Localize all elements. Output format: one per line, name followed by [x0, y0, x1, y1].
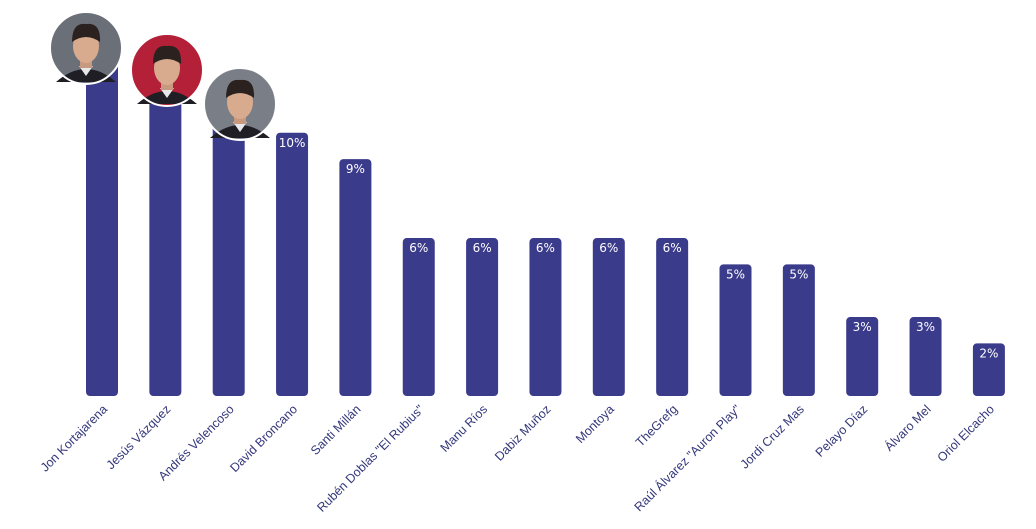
category-label: Montoya — [573, 402, 617, 446]
category-label: Raúl Álvarez "Auron Play" — [631, 402, 744, 515]
bar — [149, 80, 182, 396]
person-photo-icon — [203, 67, 277, 141]
bar — [276, 132, 309, 396]
bar — [529, 238, 562, 396]
category-label: Jon Kortajarena — [38, 402, 110, 474]
person-photo-icon — [49, 11, 123, 85]
bar — [972, 343, 1005, 396]
bar — [782, 264, 815, 396]
photos-group — [49, 11, 277, 141]
category-label: Santi Millán — [308, 402, 364, 458]
bar — [466, 238, 499, 396]
bar-value-label: 6% — [409, 241, 428, 255]
bar — [909, 317, 942, 396]
category-label: Jesús Vázquez — [104, 402, 174, 472]
bar — [846, 317, 879, 396]
category-label: Álvaro Mel — [881, 402, 933, 454]
bar-value-label: 6% — [599, 241, 618, 255]
bar-value-label: 9% — [346, 162, 365, 176]
category-label: Oriol Elcacho — [935, 402, 997, 464]
category-label: Jordi Cruz Mas — [738, 402, 807, 471]
bar-value-label: 10% — [279, 136, 306, 150]
category-label: Rubén Doblas "El Rubius" — [314, 402, 426, 514]
bar — [656, 238, 689, 396]
bar-value-label: 2% — [979, 346, 998, 360]
category-label: TheGrefg — [633, 402, 680, 449]
bar-value-label: 6% — [663, 241, 682, 255]
bar-value-label: 3% — [853, 320, 872, 334]
bar-value-label: 6% — [536, 241, 555, 255]
bar-value-label: 3% — [916, 320, 935, 334]
bar — [719, 264, 752, 396]
bar — [402, 238, 435, 396]
bar-value-label: 5% — [789, 267, 808, 281]
category-label: Manu Ríos — [438, 402, 491, 455]
bar — [86, 53, 118, 396]
person-photo-icon — [130, 33, 204, 107]
category-label: Dabiz Muñoz — [492, 402, 553, 463]
bar — [592, 238, 625, 396]
bar-value-label: 5% — [726, 267, 745, 281]
bar — [212, 106, 245, 397]
bars-group — [86, 53, 1005, 397]
bar — [339, 159, 372, 396]
category-label: Pelayo Díaz — [813, 402, 871, 460]
category-label: David Broncano — [227, 402, 300, 475]
bar-value-label: 6% — [473, 241, 492, 255]
